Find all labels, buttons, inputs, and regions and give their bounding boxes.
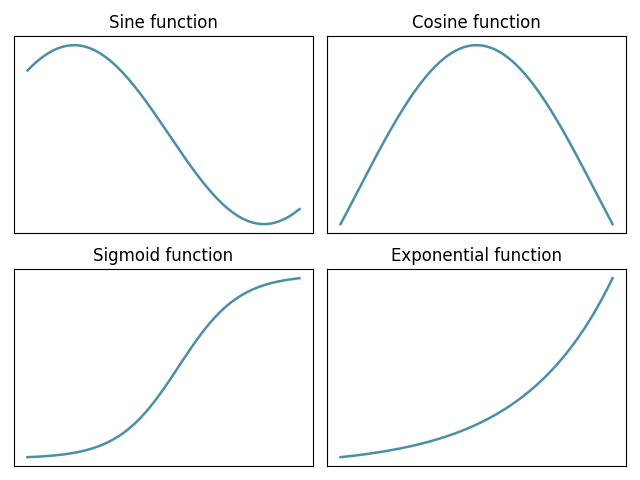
Title: Cosine function: Cosine function (412, 14, 541, 32)
Title: Sine function: Sine function (109, 14, 218, 32)
Title: Exponential function: Exponential function (391, 247, 562, 265)
Title: Sigmoid function: Sigmoid function (93, 247, 234, 265)
